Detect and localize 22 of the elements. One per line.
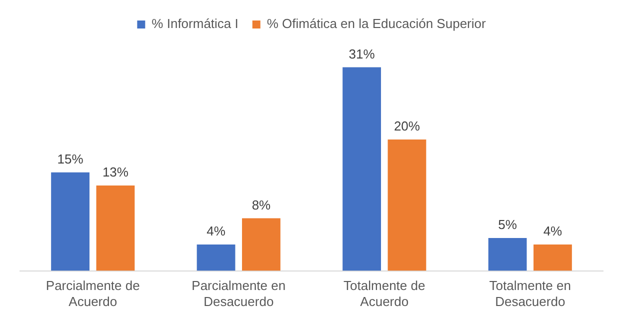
data-label: 8%: [252, 197, 272, 212]
data-label: 5%: [498, 217, 518, 232]
bar: [488, 238, 527, 271]
data-label: 31%: [348, 46, 376, 62]
bar: [534, 244, 572, 271]
data-label: 4%: [543, 224, 563, 239]
x-tick-label: Totalmente de Acuerdo: [344, 278, 426, 309]
legend-label: % Ofimática en la Educación Superior: [266, 16, 486, 32]
data-label: 4%: [206, 224, 226, 239]
data-label: 15%: [57, 151, 84, 166]
bar: [242, 218, 280, 271]
bar: [196, 244, 236, 271]
x-tick-label: Parcialmente en Desacuerdo: [192, 278, 286, 309]
x-tick-label: Totalmente en Desacuerdo: [489, 278, 571, 309]
data-label: 20%: [394, 118, 420, 134]
data-label: 13%: [102, 164, 129, 180]
bar: [51, 172, 90, 271]
legend-label: % Informática I: [152, 16, 238, 32]
bar: [388, 139, 426, 271]
x-tick-label: Parcialmente de Acuerdo: [46, 278, 140, 309]
bar: [342, 67, 381, 271]
bar: [96, 185, 135, 271]
